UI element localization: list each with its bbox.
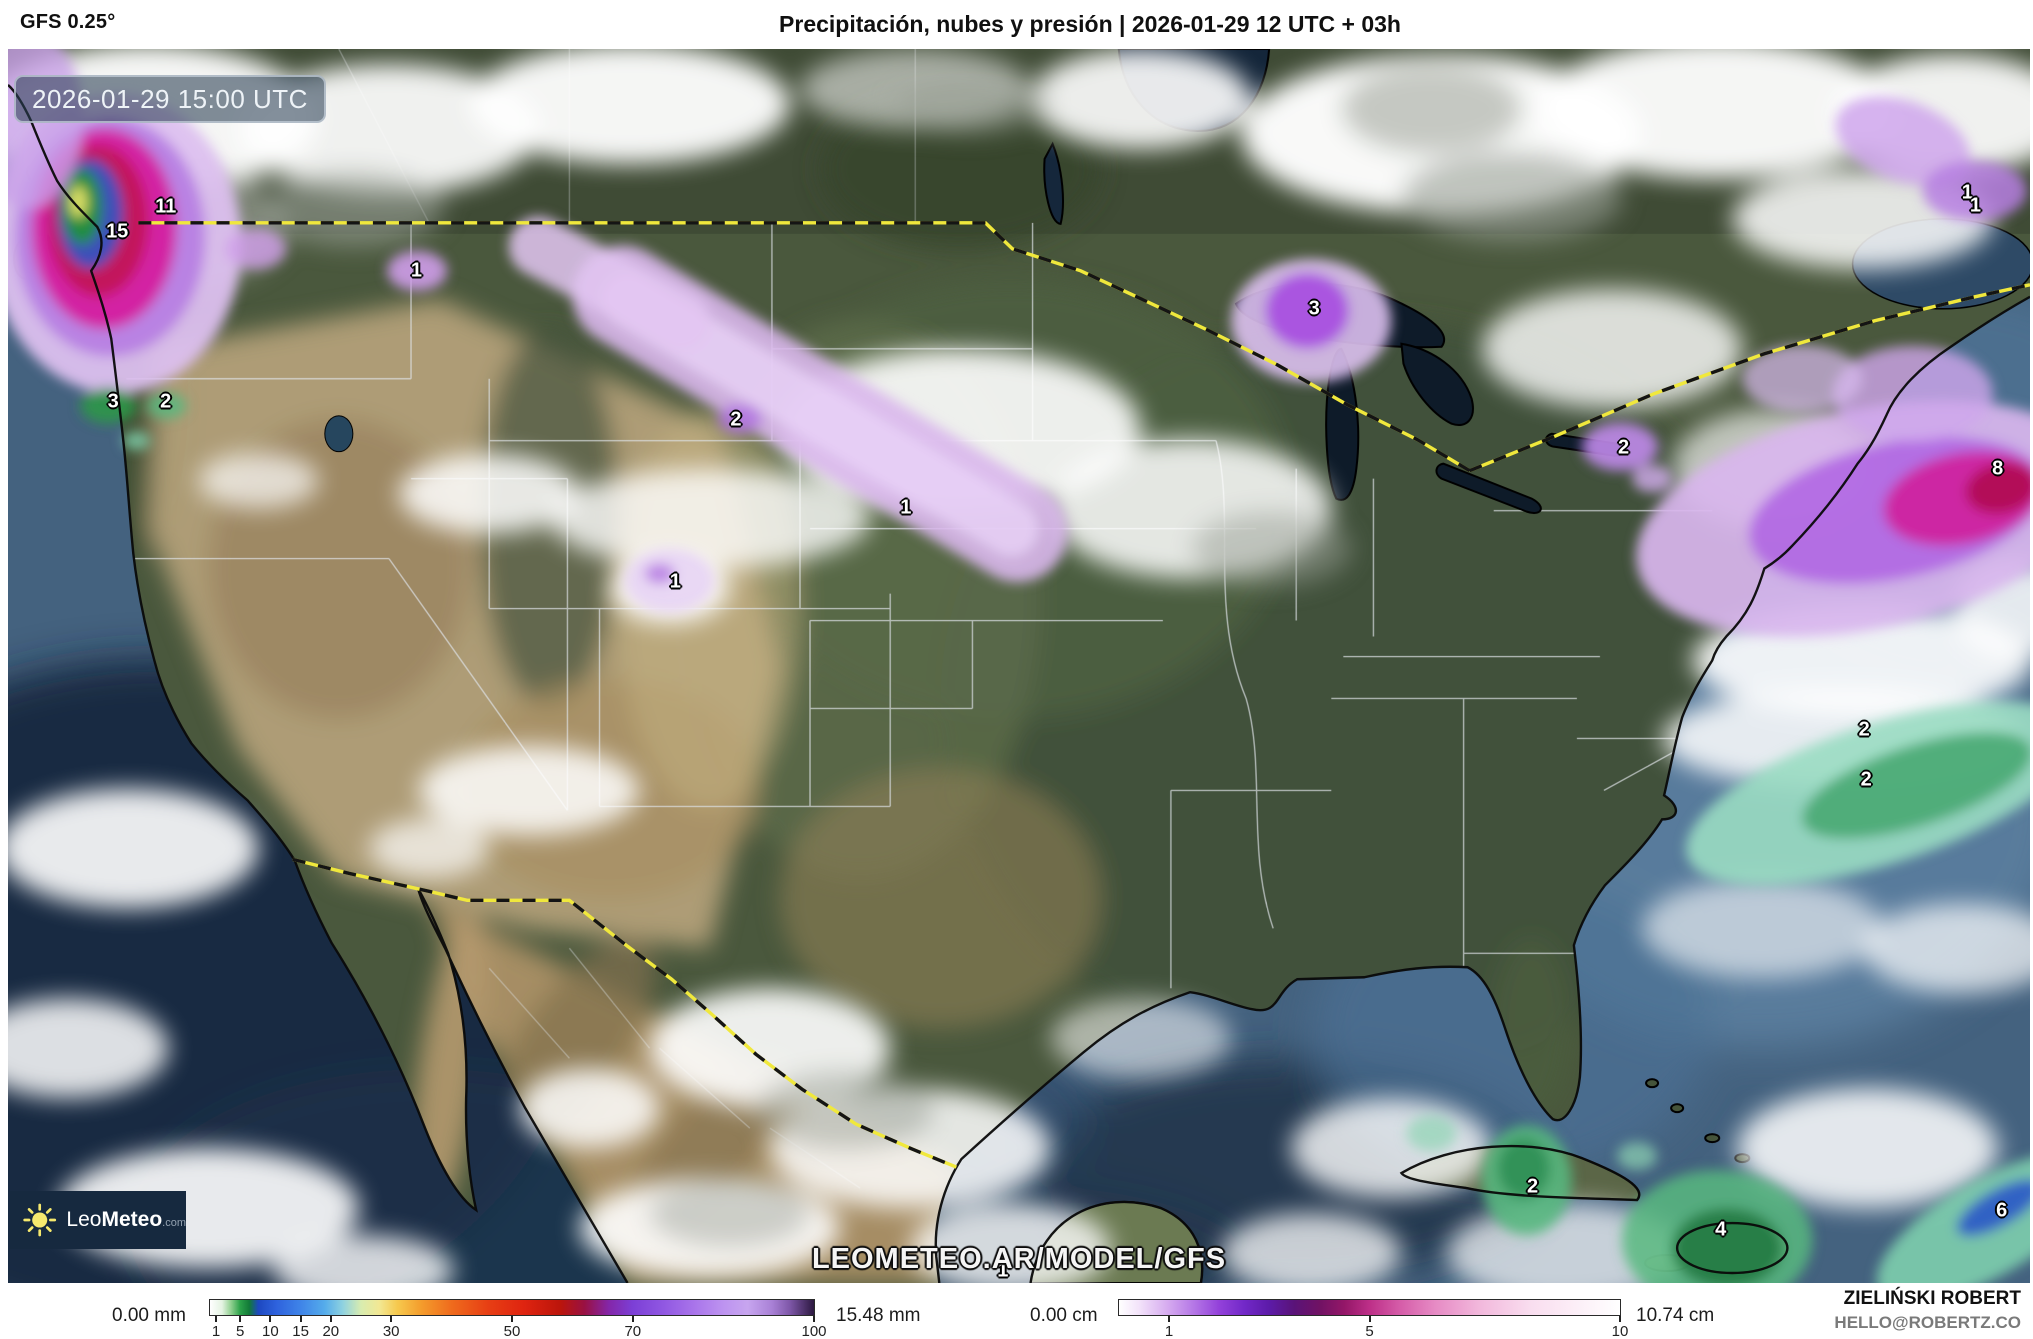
- colorbar-tick-label: 70: [624, 1323, 642, 1339]
- snow-colorbar: 1 5 10: [1118, 1299, 1628, 1339]
- country-borders: [138, 221, 2030, 1169]
- leometeo-logo: LeoMeteo.com: [10, 1191, 186, 1249]
- watermark: LEOMETEO.AR/MODEL/GFS: [811, 1243, 1227, 1275]
- precip-value-label: 1: [410, 259, 422, 282]
- precip-value-label: 8: [1992, 457, 2004, 480]
- header-bar: GFS 0.25° Precipitación, nubes y presión…: [0, 0, 2033, 49]
- snow-max-label: 10.74 cm: [1636, 1305, 1715, 1326]
- precip-value-label: 1: [997, 1259, 1009, 1282]
- precip-value-label: 1: [669, 570, 681, 593]
- precip-value-label: 3: [107, 390, 119, 413]
- colorbar-tick-label: 5: [1365, 1323, 1374, 1339]
- colorbar-tick-label: 20: [322, 1323, 340, 1339]
- precip-value-label: 15: [106, 220, 129, 243]
- colorbar-tick-label: 5: [236, 1323, 245, 1339]
- model-label: GFS 0.25°: [20, 11, 116, 33]
- colorbar-tick-label: 1: [1164, 1323, 1174, 1339]
- contact-credit: HELLO@ROBERTZ.CO: [1834, 1313, 2021, 1332]
- precip-value-label: 2: [730, 408, 742, 431]
- colorbar-tick-label: 1: [211, 1323, 221, 1339]
- page-title: Precipitación, nubes y presión | 2026-01…: [779, 11, 1401, 37]
- colorbar-tick-label: 15: [292, 1323, 309, 1339]
- logo-text-leo: Leo: [66, 1208, 102, 1231]
- legend-bar: 0.00 mm 1 5 10 15 20 30 50 70 100 15.48 mm 0.00 …: [0, 1283, 2033, 1339]
- sun-icon: [23, 1203, 57, 1237]
- precip-min-label: 0.00 mm: [112, 1305, 186, 1326]
- precip-value-label: 1: [1969, 194, 1981, 217]
- weather-map: 11 15 1 3 2 2 1 1 3 2 1 1 8 2 2 2 4 6 1 2026-01-29 15:00 U…: [8, 49, 2030, 1283]
- colorbar-tick-label: 30: [382, 1323, 400, 1339]
- precip-value-label: 2: [1860, 768, 1872, 791]
- precip-colorbar: 1 5 10 15 20 30 50 70 100: [209, 1299, 827, 1339]
- timestamp-badge: 2026-01-29 15:00 UTC: [14, 75, 326, 123]
- author-credit: ZIELIŃSKI ROBERT: [1843, 1288, 2021, 1309]
- precip-value-label: 1: [900, 496, 912, 519]
- precip-value-label: 2: [1527, 1175, 1539, 1198]
- precip-value-label: 2: [1618, 436, 1630, 459]
- precip-value-label: 6: [1996, 1199, 2008, 1222]
- precip-value-label: 2: [160, 390, 172, 413]
- precip-value-label: 4: [1715, 1218, 1727, 1241]
- logo-text: LeoMeteo.com: [66, 1208, 186, 1232]
- logo-text-meteo: Meteo: [101, 1208, 163, 1231]
- colorbar-tick-label: 10: [262, 1323, 279, 1339]
- precip-value-label: 2: [1858, 718, 1870, 741]
- precip-value-label: 3: [1308, 297, 1320, 320]
- logo-text-tld: .com: [162, 1217, 186, 1229]
- colorbar-tick-label: 100: [801, 1323, 827, 1339]
- snow-min-label: 0.00 cm: [1030, 1305, 1098, 1326]
- weather-map-graphic: [8, 49, 2030, 1283]
- precip-max-label: 15.48 mm: [836, 1305, 921, 1326]
- precip-value-label: 11: [155, 195, 177, 218]
- colorbar-tick-label: 10: [1611, 1323, 1629, 1339]
- colorbar-tick-label: 50: [503, 1323, 521, 1339]
- precip-value-label: 1: [1961, 181, 1973, 204]
- precip-layer: [8, 49, 2030, 1283]
